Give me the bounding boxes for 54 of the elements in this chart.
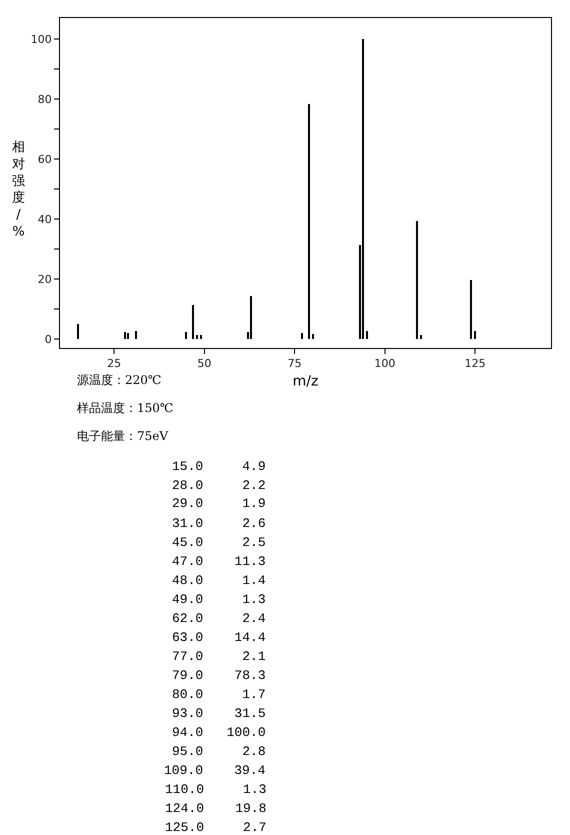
y-tick-label: 40 xyxy=(38,212,52,226)
text: 源温度：220℃ xyxy=(77,373,162,387)
bar xyxy=(135,331,137,339)
text: 80.0 1.7 xyxy=(172,687,266,702)
bar xyxy=(185,332,187,339)
y-axis-title: 相对强度/% xyxy=(12,140,25,240)
text: 49.0 1.3 xyxy=(172,592,266,607)
bar xyxy=(470,280,472,339)
bar xyxy=(362,39,364,339)
text: 电子能量：75eV xyxy=(77,429,168,443)
text: 47.0 11.3 xyxy=(172,554,266,569)
bar xyxy=(127,333,129,339)
bar xyxy=(200,335,202,339)
bar xyxy=(250,296,252,339)
text: 79.0 78.3 xyxy=(172,668,266,683)
text: 109.0 39.4 xyxy=(164,763,266,778)
bar xyxy=(366,331,368,339)
bar xyxy=(192,305,194,339)
text: 15.0 4.9 xyxy=(172,459,266,474)
text: 95.0 2.8 xyxy=(172,744,266,759)
x-tick-label: 50 xyxy=(197,357,212,370)
text: 样品温度：150℃ xyxy=(77,401,174,415)
text: 93.0 31.5 xyxy=(172,706,266,721)
text: 63.0 14.4 xyxy=(172,630,266,645)
x-tick-label: 75 xyxy=(288,357,302,370)
bar xyxy=(416,221,418,339)
y-tick-label: 20 xyxy=(38,272,52,286)
x-tick-label: 25 xyxy=(107,357,122,370)
x-axis-title: m/z xyxy=(292,374,318,390)
text: 62.0 2.4 xyxy=(172,611,266,626)
text: 125.0 2.7 xyxy=(165,820,266,835)
bar xyxy=(308,104,310,339)
text: 124.0 19.8 xyxy=(165,801,266,816)
text: 94.0 100.0 xyxy=(172,725,266,740)
text: 48.0 1.4 xyxy=(172,573,266,588)
y-tick-label: 80 xyxy=(38,92,52,106)
text: 31.0 2.6 xyxy=(172,516,266,531)
text: 77.0 2.1 xyxy=(172,649,266,664)
text: 45.0 2.5 xyxy=(172,535,266,550)
x-tick-label: 125 xyxy=(464,357,486,370)
bar xyxy=(301,333,303,339)
y-tick-label: 0 xyxy=(44,332,52,346)
bar xyxy=(124,332,126,339)
text: 29.0 1.9 xyxy=(172,496,266,511)
bar xyxy=(196,335,198,339)
y-tick-label: 100 xyxy=(30,32,52,46)
bar xyxy=(474,331,476,339)
bar xyxy=(312,334,314,339)
y-tick-label: 60 xyxy=(38,152,52,166)
text: 28.0 2.2 xyxy=(172,478,266,493)
text: 110.0 1.3 xyxy=(165,782,266,797)
bar xyxy=(420,335,422,339)
bar xyxy=(77,324,79,339)
x-tick-label: 100 xyxy=(374,357,396,370)
